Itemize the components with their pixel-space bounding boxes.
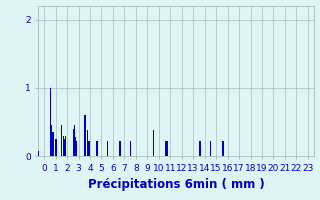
Bar (52, 132, 53, 156)
Bar (130, 141, 131, 156)
Bar (84, 115, 85, 156)
Bar (167, 141, 168, 156)
Bar (51, 125, 52, 156)
Bar (222, 141, 223, 156)
Bar (89, 141, 90, 156)
Bar (54, 139, 56, 156)
Bar (64, 139, 65, 156)
Bar (74, 125, 75, 156)
Bar (119, 141, 120, 156)
Bar (153, 130, 154, 156)
Bar (223, 141, 224, 156)
Bar (107, 141, 108, 156)
Bar (53, 132, 54, 156)
Bar (73, 129, 74, 156)
Bar (50, 88, 51, 156)
Bar (87, 130, 88, 156)
Bar (97, 141, 98, 156)
Bar (38, 151, 39, 156)
Bar (211, 141, 212, 156)
X-axis label: Précipitations 6min ( mm ): Précipitations 6min ( mm ) (88, 178, 264, 191)
Bar (65, 136, 66, 156)
Bar (200, 141, 201, 156)
Bar (76, 141, 77, 156)
Bar (61, 125, 62, 156)
Bar (88, 141, 89, 156)
Bar (199, 141, 200, 156)
Bar (166, 141, 167, 156)
Bar (56, 139, 57, 156)
Bar (85, 115, 86, 156)
Bar (75, 137, 76, 156)
Bar (62, 136, 64, 156)
Bar (96, 141, 97, 156)
Bar (120, 141, 121, 156)
Bar (164, 141, 166, 156)
